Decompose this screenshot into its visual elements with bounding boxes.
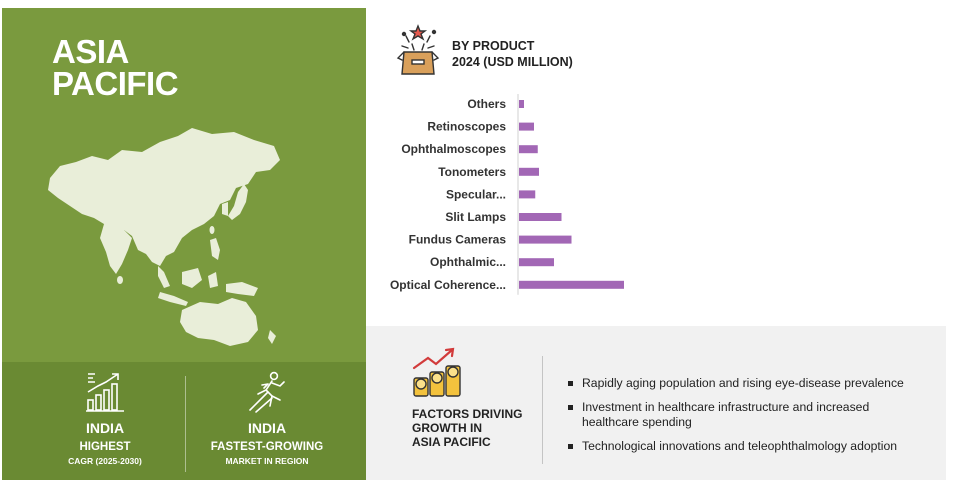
- category-label: Retinoscopes: [427, 120, 506, 134]
- running-figure-icon: [249, 371, 285, 413]
- stat-detail: CAGR (2025-2030): [68, 456, 142, 466]
- category-label: Optical Coherence...: [390, 278, 506, 292]
- asia-pacific-map-icon: [48, 128, 280, 346]
- bar: [519, 167, 539, 176]
- stat-country: INDIA: [247, 420, 287, 436]
- bar: [519, 213, 562, 221]
- stat-country: INDIA: [85, 420, 125, 436]
- product-bar-chart: Others Retinoscopes Ophthalmoscopes Tonomet…: [390, 94, 624, 295]
- category-label: Ophthalmic...: [430, 255, 506, 269]
- category-label: Others: [467, 97, 506, 111]
- category-label: Slit Lamps: [445, 210, 506, 224]
- chart-title-line2: 2024 (USD MILLION): [452, 55, 573, 69]
- bar: [519, 145, 538, 154]
- chart-title: BY PRODUCT 2024 (USD MILLION): [452, 38, 573, 70]
- factors-divider: [542, 356, 543, 464]
- factors-title-line2: GROWTH IN: [412, 421, 482, 435]
- region-title-line2: PACIFIC: [52, 65, 179, 102]
- category-label: Ophthalmoscopes: [401, 142, 506, 156]
- region-title: ASIA PACIFIC: [52, 33, 179, 102]
- category-label: Fundus Cameras: [409, 233, 507, 247]
- product-box-icon: [396, 24, 440, 75]
- stats-divider: [185, 376, 186, 472]
- region-stats-band: [2, 362, 366, 480]
- stat-detail: MARKET IN REGION: [225, 456, 309, 466]
- bar: [519, 122, 534, 131]
- region-title-line1: ASIA: [52, 33, 129, 70]
- stat-label: FASTEST-GROWING: [210, 441, 324, 453]
- bar: [519, 190, 536, 199]
- factors-title-line1: FACTORS DRIVING: [412, 407, 523, 421]
- growth-bars-icon: [86, 373, 124, 412]
- driver-item: Rapidly aging population and rising eye-…: [568, 376, 928, 391]
- bar: [519, 235, 572, 244]
- bar: [519, 258, 554, 267]
- driver-item: Technological innovations and teleophtha…: [568, 439, 928, 454]
- factors-title: FACTORS DRIVING GROWTH IN ASIA PACIFIC: [412, 407, 522, 449]
- stat-label: HIGHEST: [79, 441, 131, 453]
- category-label: Tonometers: [438, 165, 506, 179]
- region-panel: ASIA PACIFIC: [2, 8, 366, 480]
- category-label: Specular...: [446, 187, 506, 201]
- stat-highest-cagr: INDIA HIGHEST CAGR (2025-2030): [30, 370, 180, 467]
- driver-item: Investment in healthcare infrastructure …: [568, 400, 928, 430]
- bar: [519, 280, 624, 289]
- factors-title-line3: ASIA PACIFIC: [412, 435, 491, 449]
- chart-title-line1: BY PRODUCT: [452, 39, 535, 53]
- bar: [519, 100, 524, 108]
- growth-factors-panel: FACTORS DRIVING GROWTH IN ASIA PACIFIC R…: [366, 326, 946, 480]
- stat-fastest-growing: INDIA FASTEST-GROWING MARKET IN REGION: [192, 370, 342, 467]
- product-chart-panel: BY PRODUCT 2024 (USD MILLION) Others Reti…: [366, 8, 946, 326]
- coins-growth-icon: [412, 347, 461, 397]
- drivers-list: Rapidly aging population and rising eye-…: [568, 376, 928, 463]
